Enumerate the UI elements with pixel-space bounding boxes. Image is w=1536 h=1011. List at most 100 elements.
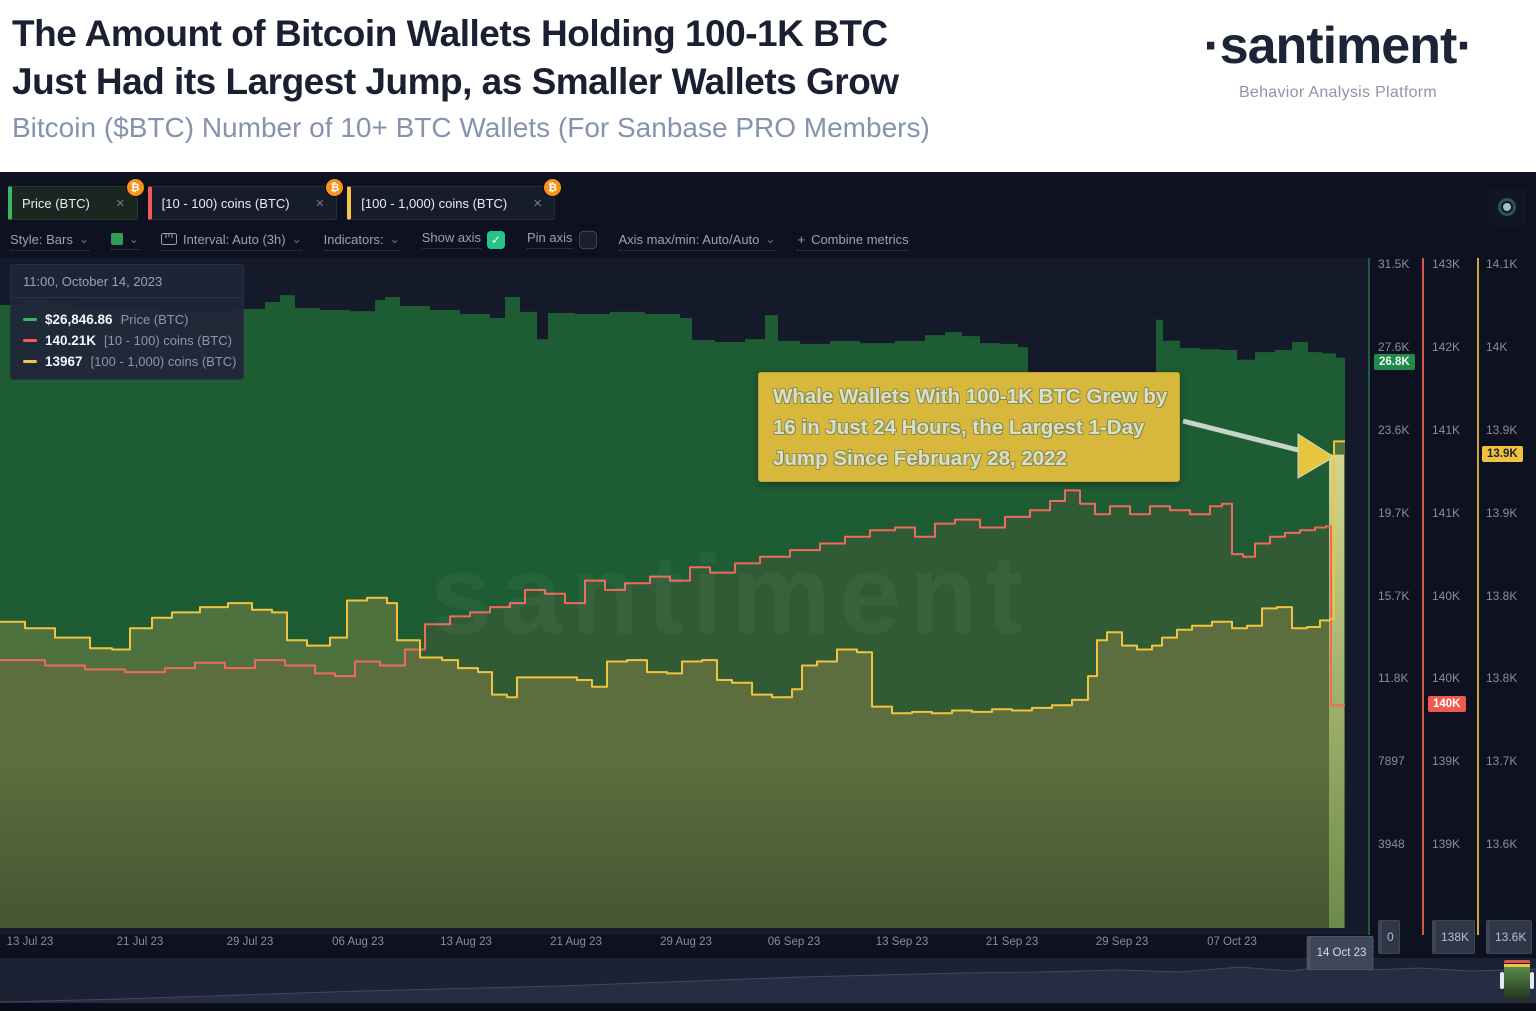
y-axis-badge-price: 26.8K [1374,353,1415,370]
x-axis-label: 21 Sep 23 [985,936,1039,948]
title-line-2: Just Had its Largest Jump, as Smaller Wa… [12,61,899,102]
check-icon: ✓ [490,232,501,247]
y-axis-tick-price: 7897 [1378,754,1405,769]
navigator-handle-left[interactable] [1500,972,1504,989]
navigator-slider-body [1504,960,1530,1000]
y-axis-tick-coins-100-1000: 13.6K [1486,837,1518,852]
y-axis-tick-price: 27.6K [1378,339,1410,354]
chevron-down-icon: ⌄ [389,232,400,246]
plus-icon: + [797,231,806,247]
step-line-series [0,440,1345,715]
y-axis-tick-coins-100-1000: 13.9K [1486,505,1518,520]
tooltip-label: [10 - 100) coins (BTC) [104,333,232,348]
show-axis-checkbox[interactable]: ✓ [486,230,505,249]
hover-tooltip: 11:00, October 14, 2023 $26,846.86 Price … [10,264,244,380]
y-axis-tick-coins-100-1000: 13.6K [1486,920,1533,954]
style-dropdown[interactable]: Style: Bars ⌄ [10,232,89,251]
y-axis-tick-coins-10-100: 142K [1432,339,1461,354]
tooltip-value: $26,846.86 [45,312,113,327]
indicators-dropdown[interactable]: Indicators: ⌄ [323,232,400,251]
santiment-logo: ·santiment· [1203,17,1473,75]
brand-tagline: Behavior Analysis Platform [1238,84,1438,101]
x-axis-label: 13 Jul 23 [6,936,54,948]
y-axis-tick-price: 19.7K [1378,505,1410,520]
highlighted-bar [1329,454,1344,928]
tooltip-label: [100 - 1,000) coins (BTC) [90,354,237,369]
y-axis-tick-price: 23.6K [1378,422,1410,437]
navigator-slider[interactable] [1500,960,1534,1002]
tooltip-value: 140.21K [45,333,97,348]
metric-chip[interactable]: Price (BTC) × ₿ [8,178,145,220]
brand-block: ·santiment· Behavior Analysis Platform [1168,16,1508,102]
x-axis-label: 29 Sep 23 [1095,936,1149,948]
y-axis-tick-price: 31.5K [1378,257,1410,271]
tooltip-rows: $26,846.86 Price (BTC) 140.21K [10 - 100) c… [11,298,243,379]
color-swatch-icon [110,233,123,245]
metric-chip[interactable]: [10 - 100) coins (BTC) × ₿ [147,178,345,220]
bitcoin-badge-icon: ₿ [125,178,145,197]
annotation-arrow [1182,418,1307,455]
interval-dropdown[interactable]: Interval: Auto (3h) ⌄ [160,232,302,251]
interval-icon [160,233,177,245]
step-line-series [0,489,1345,707]
bitcoin-badge-icon: ₿ [543,178,563,197]
pin-axis-checkbox[interactable] [578,230,597,249]
pin-axis-toggle[interactable]: Pin axis [526,230,597,252]
close-icon[interactable]: × [533,194,543,212]
chevron-down-icon: ⌄ [128,232,139,246]
series-dash-icon [23,360,37,363]
status-ring-icon [1498,198,1516,216]
tooltip-row: $26,846.86 Price (BTC) [23,312,231,327]
y-axis-tick-coins-100-1000: 14.1K [1486,257,1518,271]
metric-chip-label: Price (BTC) [22,195,90,211]
annotation-line-1: Whale Wallets With 100-1K BTC Grew by [773,385,1168,408]
series-dash-icon [23,318,37,321]
annotation-arrowhead [1297,433,1335,479]
x-axis-label: 06 Sep 23 [767,936,821,948]
y-axis-tick-coins-100-1000: 13.7K [1486,754,1518,769]
bitcoin-badge-icon: ₿ [325,178,345,197]
metric-chip-label: [100 - 1,000) coins (BTC) [361,195,508,211]
page-header: The Amount of Bitcoin Wallets Holding 10… [0,0,1536,172]
tooltip-value: 13967 [45,354,83,369]
y-axis-tick-price: 15.7K [1378,588,1410,603]
y-axis-tick-coins-100-1000: 14K [1486,339,1508,354]
tooltip-label: Price (BTC) [120,312,189,327]
metric-chips-row: Price (BTC) × ₿ [10 - 100) coins (BTC) × ₿ [10… [8,178,563,220]
show-axis-toggle[interactable]: Show axis ✓ [421,230,505,252]
x-axis-label: 07 Oct 23 [1207,936,1257,948]
metric-chip[interactable]: [100 - 1,000) coins (BTC) × ₿ [347,178,563,220]
x-axis-label: 21 Jul 23 [116,936,164,948]
chevron-down-icon: ⌄ [291,232,302,246]
y-axis-tick-coins-10-100: 140K [1432,588,1461,603]
y-axis-badge-coins-10-100: 140K [1428,696,1466,713]
x-axis-label: 13 Aug 23 [440,936,492,948]
color-swatch-dropdown[interactable]: ⌄ [110,232,139,250]
tooltip-timestamp: 11:00, October 14, 2023 [11,265,243,298]
y-axis-tick-coins-100-1000: 13.8K [1486,588,1518,603]
y-axis-tick-price: 11.8K [1378,671,1409,686]
y-axis-tick-coins-10-100: 139K [1432,837,1461,852]
series-dash-icon [23,339,37,342]
chevron-down-icon: ⌄ [765,232,776,246]
close-icon[interactable]: × [115,194,125,212]
combine-metrics-button[interactable]: + Combine metrics [797,231,909,251]
navigator-handle-right[interactable] [1530,972,1534,989]
chart-settings-button[interactable] [1488,188,1526,226]
page-subtitle: Bitcoin ($BTC) Number of 10+ BTC Wallets… [12,112,930,143]
y-axis-tick-coins-10-100: 138K [1432,920,1476,954]
x-axis-label: 29 Aug 23 [660,936,712,948]
x-axis-label: 29 Jul 23 [226,936,274,948]
axis-maxmin-dropdown[interactable]: Axis max/min: Auto/Auto ⌄ [618,232,776,251]
close-icon[interactable]: × [315,194,325,212]
metric-chip-label: [10 - 100) coins (BTC) [161,195,290,211]
y-axis-tick-coins-10-100: 141K [1432,505,1461,520]
y-axis-tick-coins-10-100: 139K [1432,754,1461,769]
y-axis-tick-price: 3948 [1378,837,1405,852]
y-axis-badge-coins-100-1000: 13.9K [1482,445,1523,462]
annotation-line-2: 16 in Just 24 Hours, the Largest 1-Day [773,416,1145,439]
page-title: The Amount of Bitcoin Wallets Holding 10… [12,10,899,106]
